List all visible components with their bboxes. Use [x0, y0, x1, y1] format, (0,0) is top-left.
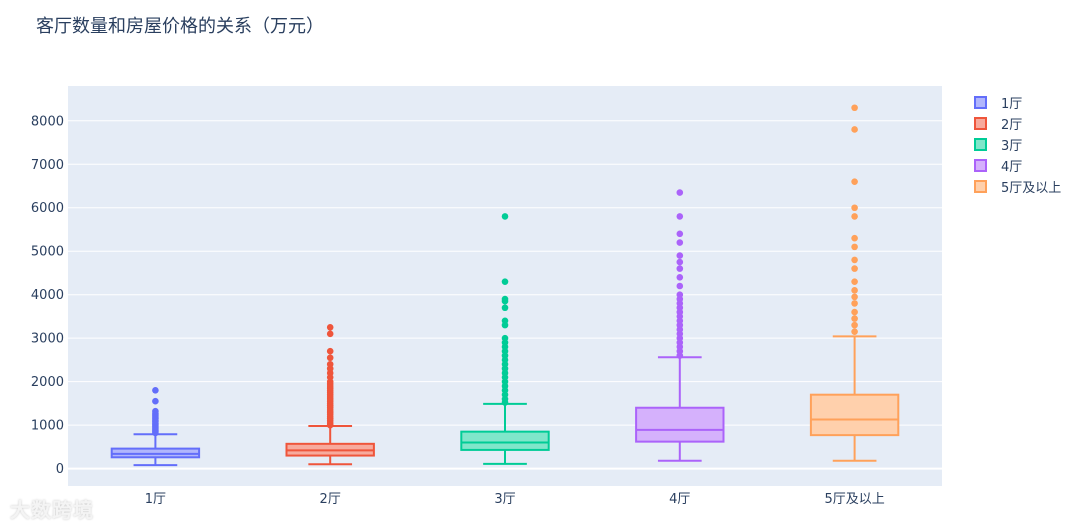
outlier-point [851, 178, 858, 185]
x-tick-label: 3厅 [494, 492, 515, 507]
x-tick-label: 1厅 [145, 492, 166, 507]
outlier-point [676, 230, 684, 238]
outlier-point [501, 295, 509, 303]
box-1 [110, 387, 201, 467]
outlier-point [851, 293, 858, 301]
outlier-point [152, 387, 159, 394]
legend-swatch [974, 117, 987, 130]
outlier-point [851, 287, 858, 294]
outlier-point [851, 328, 858, 335]
legend-label: 3厅 [1001, 139, 1023, 154]
iqr-box [809, 393, 900, 437]
legend-swatch [974, 180, 987, 193]
legend-swatch [974, 159, 987, 172]
outlier-point [501, 213, 509, 220]
outlier-point [676, 291, 684, 298]
legend-swatch [974, 138, 987, 151]
outlier-point [676, 265, 684, 272]
outlier-point [851, 243, 858, 251]
outlier-point [676, 189, 684, 196]
outlier-point [326, 324, 334, 331]
outlier-point [326, 347, 334, 355]
outlier-point [851, 234, 858, 242]
outlier-point [851, 265, 858, 272]
legend-item[interactable]: 5厅及以上 [974, 176, 1061, 197]
outlier-point [152, 407, 159, 415]
outlier-point [676, 213, 684, 220]
chart-title: 客厅数量和房屋价格的关系（万元） [36, 16, 324, 37]
watermark-logo: 大数跨境 [10, 498, 94, 522]
outlier-point [851, 278, 858, 285]
legend-swatch [974, 96, 987, 109]
outlier-point [676, 258, 684, 266]
outlier-point [851, 321, 858, 329]
iqr-box [460, 430, 550, 451]
y-tick-label: 6000 [31, 201, 64, 216]
legend-label: 1厅 [1001, 97, 1023, 112]
outlier-point [326, 330, 334, 338]
x-tick-label: 2厅 [320, 492, 341, 507]
outlier-point [501, 304, 509, 312]
outlier-point [851, 213, 858, 220]
outlier-point [326, 354, 334, 362]
y-tick-label: 1000 [31, 419, 64, 434]
outlier-point [501, 334, 509, 342]
outlier-point [851, 204, 858, 212]
outlier-point [676, 239, 684, 246]
gridlines [68, 120, 942, 470]
y-axis: 0 1000 2000 3000 4000 5000 6000 7000 8000 [31, 114, 64, 477]
outlier-point [851, 256, 858, 264]
outlier-point [501, 317, 509, 325]
legend-item[interactable]: 3厅 [974, 134, 1061, 155]
box-2 [285, 324, 375, 466]
outlier-point [676, 252, 684, 259]
boxes [110, 104, 900, 467]
outlier-point [676, 282, 684, 290]
x-axis: 1厅 2厅 3厅 4厅 5厅及以上 [145, 492, 885, 507]
box-5 [809, 104, 900, 462]
outlier-point [501, 278, 509, 285]
legend[interactable]: 1厅 2厅 3厅 4厅 5厅及以上 [974, 92, 1061, 197]
legend-label: 2厅 [1001, 118, 1023, 133]
legend-item[interactable]: 2厅 [974, 113, 1061, 134]
outlier-point [851, 315, 858, 322]
y-tick-label: 3000 [31, 332, 64, 347]
iqr-box [635, 406, 725, 443]
legend-item[interactable]: 1厅 [974, 92, 1061, 113]
box-3 [460, 213, 550, 465]
x-tick-label: 4厅 [669, 492, 690, 507]
outlier-point [851, 308, 858, 316]
y-tick-label: 2000 [31, 375, 64, 390]
y-tick-label: 0 [56, 462, 64, 477]
outlier-point [851, 300, 858, 307]
legend-label: 5厅及以上 [1001, 181, 1062, 196]
outlier-point [326, 360, 334, 368]
y-tick-label: 8000 [31, 114, 64, 129]
legend-item[interactable]: 4厅 [974, 155, 1061, 176]
outlier-point [152, 397, 159, 405]
x-tick-label: 5厅及以上 [824, 492, 884, 507]
box-4 [635, 189, 725, 462]
y-tick-label: 5000 [31, 245, 64, 260]
outlier-point [851, 104, 858, 112]
legend-label: 4厅 [1001, 160, 1023, 175]
outlier-point [676, 274, 684, 281]
y-tick-label: 7000 [31, 158, 64, 173]
outlier-point [851, 126, 858, 133]
y-tick-label: 4000 [31, 288, 64, 303]
